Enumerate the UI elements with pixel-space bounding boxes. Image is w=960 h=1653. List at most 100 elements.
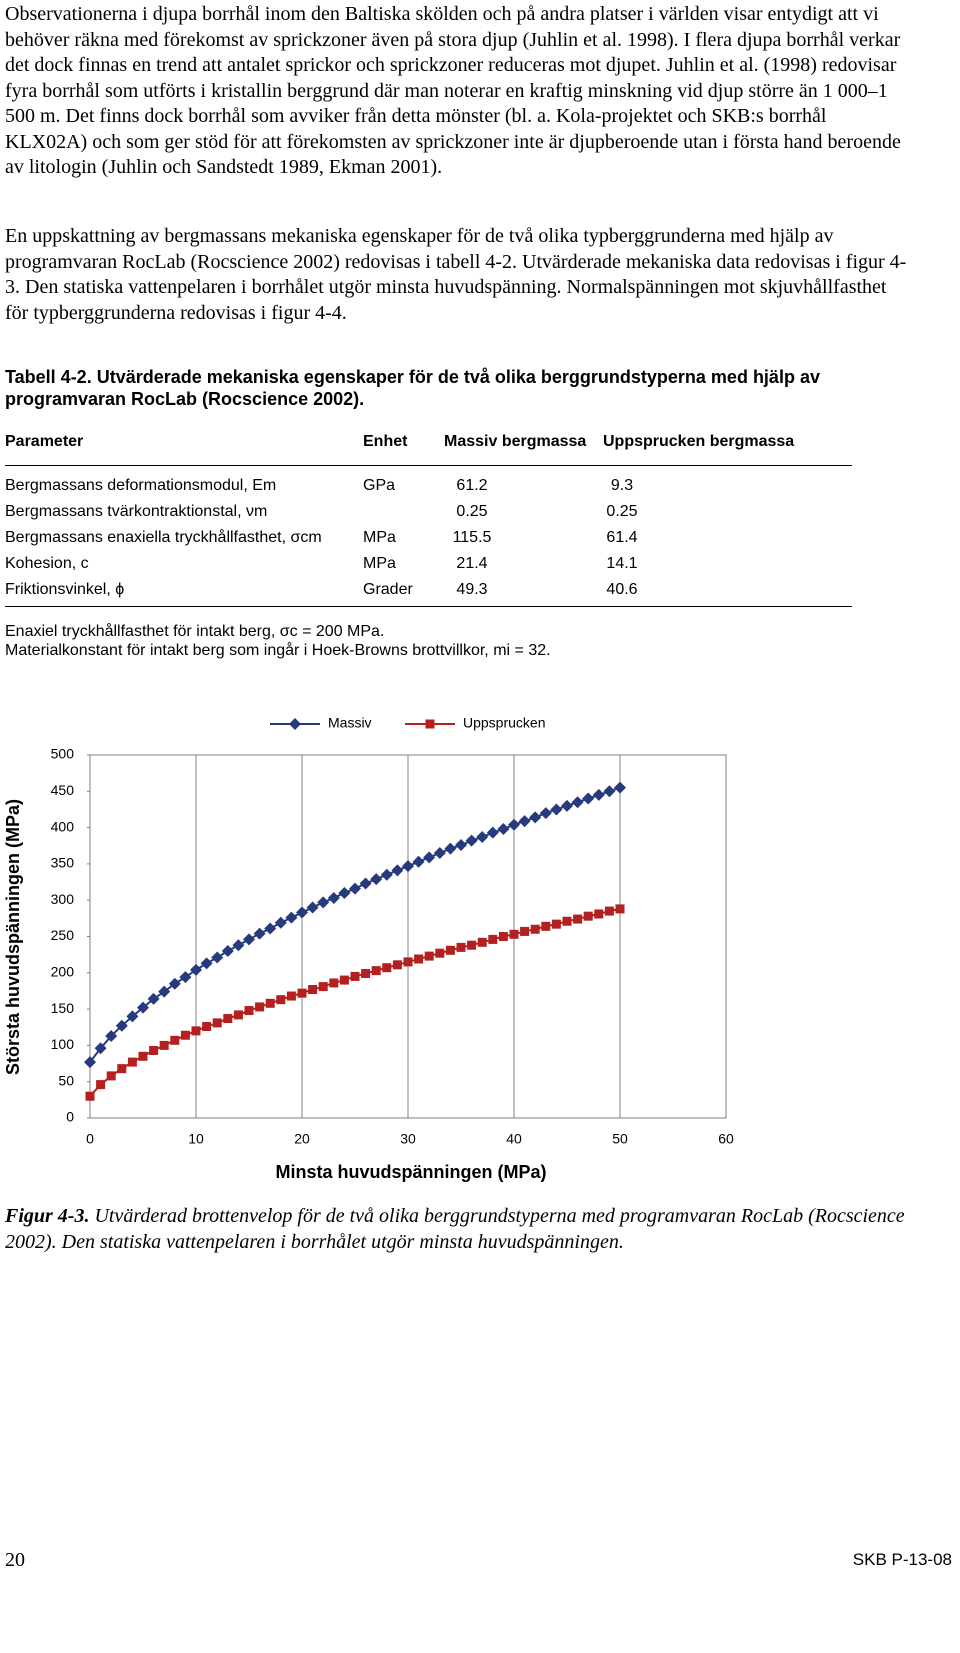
legend-marker: [425, 719, 435, 729]
paragraph: Observationerna i djupa borrhål inom den…: [5, 3, 901, 178]
table-cell: 40.6: [606, 581, 638, 598]
x-tick-label: 50: [612, 1131, 628, 1147]
data-point: [159, 1040, 169, 1050]
data-point: [530, 924, 540, 934]
table-cell: Enhet: [363, 433, 408, 450]
data-point: [603, 785, 616, 798]
page-number: 20: [5, 1549, 25, 1571]
data-point: [486, 826, 499, 839]
data-point: [509, 929, 519, 939]
figure-caption-text: Utvärderad brottenvelop för de två olika…: [5, 1205, 905, 1253]
data-point: [582, 792, 595, 805]
data-point: [149, 1045, 159, 1055]
table-cell: 49.3: [456, 581, 488, 598]
data-point: [403, 957, 413, 967]
table-cell: Grader: [363, 581, 413, 598]
table-cell: Friktionsvinkel, ϕ: [5, 581, 125, 598]
data-point: [392, 960, 402, 970]
x-tick-label: 60: [718, 1131, 734, 1147]
data-point: [359, 877, 372, 890]
data-point: [276, 995, 286, 1005]
y-tick-label: 150: [51, 1000, 75, 1016]
rule: [5, 465, 852, 466]
data-point: [370, 873, 383, 886]
data-point: [285, 911, 298, 924]
data-point: [476, 831, 489, 844]
data-point: [435, 948, 445, 958]
data-point: [339, 975, 349, 985]
data-point: [488, 934, 498, 944]
data-point: [317, 896, 330, 909]
data-point: [94, 1042, 107, 1055]
data-point: [168, 977, 181, 990]
table-cell: Kohesion, c: [5, 555, 89, 572]
data-point: [423, 851, 436, 864]
y-tick-label: 50: [58, 1072, 74, 1088]
data-point: [444, 842, 457, 855]
table-cell: Enaxiel tryckhållfasthet för intakt berg…: [5, 623, 385, 640]
y-tick-label: 450: [51, 782, 75, 798]
x-tick-label: 20: [294, 1131, 310, 1147]
data-point: [465, 834, 478, 847]
table-cell: Bergmassans deformationsmodul, Em: [5, 477, 277, 494]
data-point: [414, 954, 424, 964]
y-tick-label: 300: [51, 891, 75, 907]
data-point: [190, 963, 202, 976]
data-point: [380, 868, 393, 881]
data-point: [137, 1001, 149, 1014]
data-point: [158, 985, 171, 998]
data-point: [297, 988, 307, 998]
legend-label: Massiv: [328, 715, 372, 731]
data-point: [350, 971, 360, 981]
table-cell: 115.5: [452, 529, 492, 546]
data-point: [508, 818, 520, 831]
x-tick-label: 40: [506, 1131, 522, 1147]
chart: Minsta huvudspänningen (MPa) Största huv…: [3, 715, 734, 1182]
y-axis-label: Största huvudspänningen (MPa): [3, 799, 23, 1075]
table-cell: 0.25: [606, 503, 638, 520]
legend-marker: [289, 718, 301, 730]
table-cell: Massiv bergmassa: [444, 433, 587, 450]
data-point: [371, 966, 381, 976]
data-point: [264, 922, 277, 935]
data-point: [518, 815, 531, 828]
data-point: [223, 1014, 233, 1024]
data-point: [253, 927, 266, 940]
data-point: [497, 823, 510, 836]
table-cell: Parameter: [5, 433, 84, 450]
data-point: [296, 906, 308, 919]
table-cell: MPa: [363, 555, 396, 572]
table-cell: 61.2: [456, 477, 488, 494]
table-cell: Materialkonstant för intakt berg som ing…: [5, 642, 551, 659]
data-point: [179, 971, 192, 984]
data-point: [243, 933, 255, 946]
data-point: [318, 982, 328, 992]
data-point: [147, 992, 160, 1005]
x-tick-label: 30: [400, 1131, 416, 1147]
data-point: [477, 937, 487, 947]
data-point: [115, 1019, 128, 1032]
table-cell: Bergmassans tvärkontraktionstal, νm: [5, 503, 268, 520]
data-point: [233, 1010, 243, 1020]
x-axis-label: Minsta huvudspänningen (MPa): [275, 1162, 546, 1182]
y-tick-label: 400: [51, 818, 75, 834]
table-cell: MPa: [363, 529, 396, 546]
table-cell: Bergmassans enaxiella tryckhållfasthet, …: [5, 529, 322, 546]
data-point: [433, 847, 446, 860]
data-point: [402, 860, 414, 873]
data-point: [202, 1022, 212, 1032]
data-point: [308, 984, 318, 994]
series-line: [89, 786, 621, 1063]
y-tick-label: 0: [66, 1109, 74, 1125]
data-point: [232, 939, 245, 952]
data-point: [467, 940, 477, 950]
table-cell: Uppsprucken bergmassa: [603, 433, 795, 450]
x-tick-label: 10: [188, 1131, 204, 1147]
y-tick-label: 350: [51, 855, 75, 871]
data-point: [180, 1030, 190, 1040]
data-point: [255, 1002, 265, 1012]
data-point: [84, 1056, 96, 1069]
data-point: [221, 945, 234, 958]
data-point: [338, 886, 351, 899]
